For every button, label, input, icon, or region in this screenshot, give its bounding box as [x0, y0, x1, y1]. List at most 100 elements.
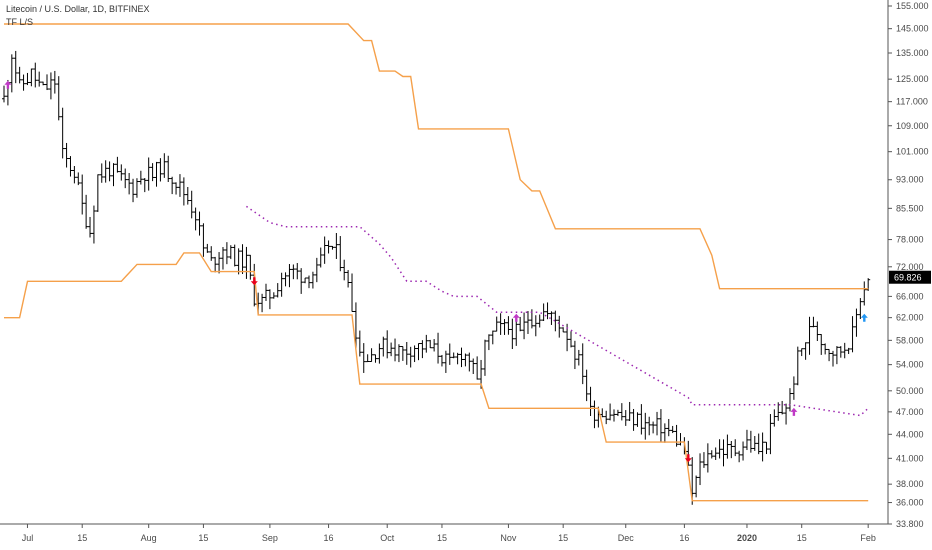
ohlc-bar — [80, 174, 85, 215]
ohlc-bar — [776, 402, 781, 421]
ohlc-bar — [627, 401, 632, 422]
ohlc-bar — [240, 244, 245, 274]
ohlc-bar — [447, 343, 452, 365]
stop-lines — [4, 23, 869, 502]
ohlc-bar — [209, 246, 214, 261]
time-tick-label: 15 — [558, 533, 568, 543]
ohlc-bar — [248, 254, 253, 280]
ohlc-bar — [471, 358, 476, 375]
ohlc-bar — [741, 441, 746, 461]
ohlc-bar — [342, 259, 347, 281]
ohlc-bar — [482, 339, 487, 376]
ohlc-bar — [475, 356, 480, 380]
ohlc-bar — [463, 353, 468, 367]
ohlc-bar — [756, 433, 761, 455]
ohlc-bar — [780, 400, 785, 415]
ohlc-bar — [490, 330, 495, 345]
ohlc-bar — [643, 412, 648, 440]
time-tick-label: Dec — [618, 533, 635, 543]
price-tick-label: 117.000 — [896, 97, 928, 107]
ohlc-bar — [725, 434, 730, 459]
ohlc-bar — [537, 314, 542, 328]
ohlc-bar — [811, 316, 816, 328]
ohlc-bar — [576, 349, 581, 366]
ohlc-bar — [369, 348, 374, 362]
ohlc-bar — [41, 81, 46, 86]
ohlc-bar — [322, 236, 327, 264]
ohlc-bar — [283, 272, 288, 287]
ohlc-bar — [103, 160, 108, 183]
ohlc-bar — [854, 308, 859, 337]
ohlc-bar — [197, 211, 202, 236]
ohlc-bar — [88, 216, 93, 238]
ohlc-bar — [701, 452, 706, 468]
ohlc-bar — [443, 350, 448, 373]
dotted-stop-line — [245, 205, 869, 417]
chart-title: Litecoin / U.S. Dollar, 1D, BITFINEX — [6, 4, 150, 14]
ohlc-bar — [498, 313, 503, 335]
ohlc-bar — [267, 289, 272, 310]
time-tick-label: Oct — [380, 533, 395, 543]
ohlc-bar — [600, 408, 605, 418]
ohlc-bar — [393, 338, 398, 362]
time-tick-label: Sep — [262, 533, 278, 543]
time-tick-label: Aug — [141, 533, 157, 543]
lower-stop-line — [4, 252, 869, 502]
ohlc-bar — [760, 432, 765, 462]
ohlc-bar — [271, 292, 276, 299]
price-tick-label: 85.500 — [896, 203, 924, 213]
ohlc-bar — [408, 346, 413, 368]
ohlc-bar — [107, 161, 112, 182]
ohlc-bar — [404, 342, 409, 365]
ohlc-bar — [807, 316, 812, 355]
ohlc-bar — [21, 74, 26, 91]
ohlc-bar — [733, 439, 738, 457]
ohlc-bar — [568, 331, 573, 348]
ohlc-bar — [846, 347, 851, 355]
time-tick-label: 15 — [77, 533, 87, 543]
ohlc-bar — [115, 156, 120, 173]
ohlc-bar — [357, 330, 362, 357]
time-tick-label: Nov — [500, 533, 517, 543]
time-tick-label: 15 — [797, 533, 807, 543]
ohlc-bar — [2, 85, 6, 103]
ohlc-bar — [451, 352, 456, 359]
ohlc-bar — [510, 318, 515, 350]
ohlc-bar — [694, 475, 699, 498]
ohlc-bar — [412, 345, 417, 363]
ohlc-bar — [768, 414, 773, 455]
price-tick-label: 44.000 — [896, 429, 924, 439]
ohlc-bar — [236, 248, 241, 275]
ohlc-bar — [549, 311, 554, 325]
ohlc-bar — [580, 343, 585, 385]
ohlc-bar — [784, 403, 789, 425]
time-tick-label: 16 — [324, 533, 334, 543]
ohlc-bar — [45, 74, 50, 91]
ohlc-bar — [803, 342, 808, 360]
ohlc-bar — [29, 68, 34, 87]
ohlc-bar — [467, 352, 472, 372]
ohlc-bar — [95, 174, 100, 212]
ohlc-bar — [174, 182, 179, 195]
ohlc-bar — [111, 163, 116, 187]
ohlc-bar — [502, 319, 507, 335]
ohlc-bar — [436, 332, 441, 364]
ohlc-bar — [639, 404, 644, 435]
ohlc-bar — [244, 246, 249, 279]
price-tick-label: 36.000 — [896, 498, 924, 508]
price-tick-label: 38.000 — [896, 479, 924, 489]
ohlc-bar — [396, 344, 401, 363]
ohlc-bar — [76, 172, 81, 186]
ohlc-bar — [787, 388, 792, 412]
price-tick-label: 135.000 — [896, 48, 929, 58]
ohlc-bar — [213, 256, 218, 273]
signal-arrows — [4, 80, 868, 463]
price-axis: 155.000 145.000 135.000 125.000 117.000 109.0… — [887, 0, 929, 529]
ohlc-bar — [33, 62, 38, 88]
ohlc-bar — [420, 340, 425, 359]
ohlc-bar — [353, 302, 358, 349]
ohlc-bar — [713, 447, 718, 460]
ohlc-bar — [232, 244, 237, 267]
ohlc-bar — [823, 343, 828, 355]
